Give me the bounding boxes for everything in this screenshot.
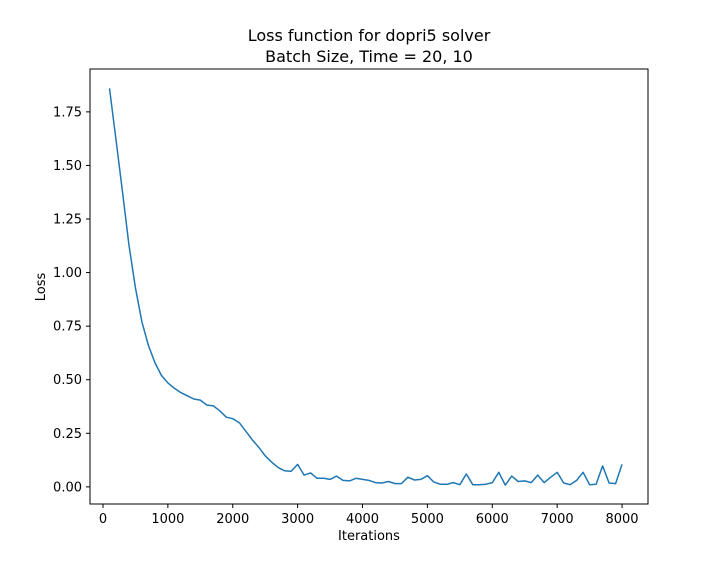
axes-frame	[89, 68, 649, 505]
x-tick-label: 4000	[346, 512, 379, 527]
x-axis-ticks: 0 1000 2000 3000 4000 5000 6000 7000 8000	[99, 504, 639, 527]
chart-title-line2: Batch Size, Time = 20, 10	[265, 47, 473, 66]
y-axis-label: Loss	[34, 273, 49, 302]
x-tick-label: 0	[99, 512, 107, 527]
x-tick-label: 2000	[216, 512, 249, 527]
x-tick-label: 1000	[151, 512, 184, 527]
x-tick-label: 3000	[281, 512, 314, 527]
y-tick-label: 0.25	[53, 427, 82, 442]
y-tick-label: 1.50	[53, 159, 82, 174]
y-tick-label: 0.00	[53, 480, 82, 495]
y-tick-label: 1.00	[53, 266, 82, 281]
y-tick-label: 0.75	[53, 320, 82, 335]
x-tick-label: 7000	[541, 512, 574, 527]
y-tick-label: 0.50	[53, 373, 82, 388]
x-axis-label: Iterations	[338, 529, 400, 544]
plot-series	[108, 88, 623, 486]
y-tick-label: 1.25	[53, 213, 82, 228]
chart-title-line1: Loss function for dopri5 solver	[248, 26, 491, 45]
x-tick-label: 5000	[411, 512, 444, 527]
y-tick-label: 1.75	[53, 105, 82, 120]
x-tick-label: 8000	[605, 512, 638, 527]
y-axis-ticks: 0.00 0.25 0.50 0.75 1.00 1.25 1.50 1.75	[53, 105, 90, 495]
series-line-loss	[108, 88, 623, 486]
x-tick-label: 6000	[476, 512, 509, 527]
